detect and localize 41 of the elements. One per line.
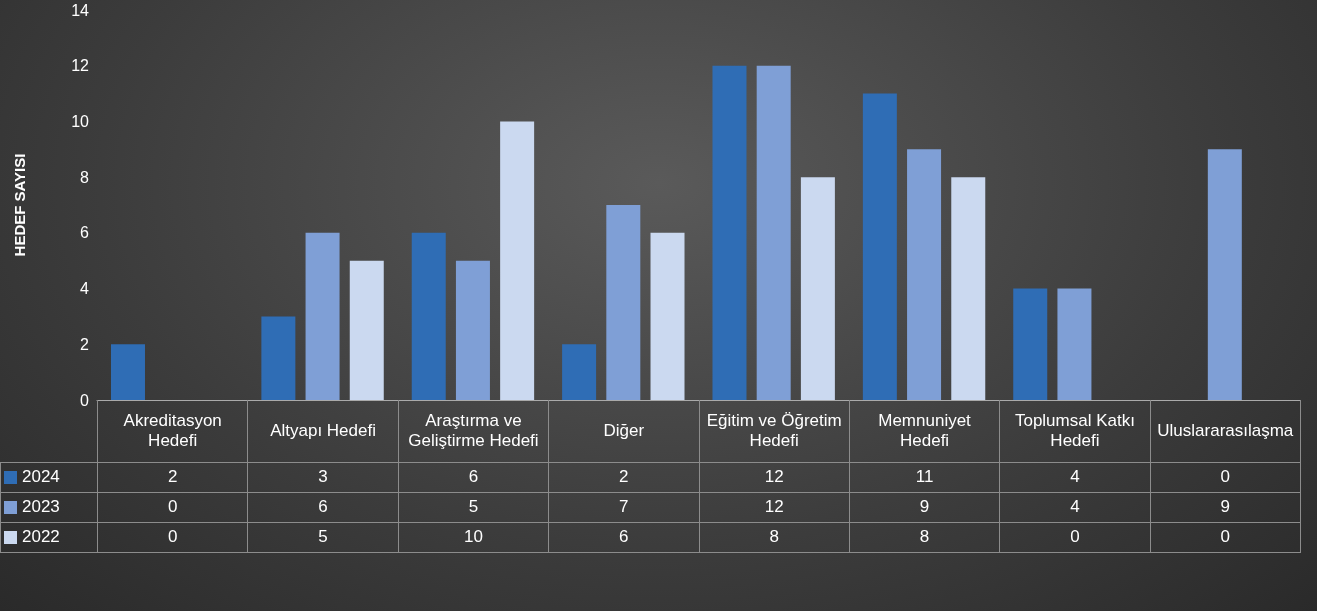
legend-label: 2022 [0,522,98,552]
data-label: 0 [1150,522,1301,552]
data-label: 11 [849,462,1000,492]
x-tick-label: Eğitim ve Öğretim Hedefi [699,400,850,462]
data-label: 5 [398,492,549,522]
data-label: 12 [699,492,850,522]
data-label: 0 [999,522,1151,552]
data-label: 10 [398,522,549,552]
data-label: 4 [999,492,1151,522]
y-tick-label: 0 [80,391,90,409]
y-tick-label: 14 [71,1,90,19]
data-label: 8 [699,522,850,552]
x-tick-label: Memnuniyet Hedefi [849,400,1000,462]
legend-label: 2024 [0,462,98,492]
y-tick-label: 6 [80,224,90,242]
y-tick-label: 8 [80,168,90,186]
data-label: 6 [247,492,399,522]
data-label: 9 [1150,492,1301,522]
data-label: 6 [398,462,549,492]
legend-label: 2023 [0,492,98,522]
data-label: 5 [247,522,399,552]
data-label: 2 [548,462,699,492]
data-label: 12 [699,462,850,492]
data-label: 6 [548,522,699,552]
y-tick-label: 12 [71,57,90,75]
data-label: 9 [849,492,1000,522]
data-label: 4 [999,462,1151,492]
data-label: 0 [1150,462,1301,492]
x-tick-label: Uluslararasılaşma [1150,400,1301,462]
data-label: 8 [849,522,1000,552]
data-label: 7 [548,492,699,522]
x-tick-label: Akreditasyon Hedefi [97,400,248,462]
x-tick-label: Toplumsal Katkı Hedefi [999,400,1151,462]
y-tick-label: 2 [80,335,90,353]
y-tick-label: 4 [80,280,90,298]
x-tick-label: Altyapı Hedefi [247,400,399,462]
x-tick-label: Diğer [548,400,699,462]
y-axis-title: HEDEF SAYISI [11,153,28,257]
data-label: 3 [247,462,399,492]
y-tick-label: 10 [71,112,90,130]
x-tick-label: Araştırma ve Geliştirme Hedefi [398,400,549,462]
